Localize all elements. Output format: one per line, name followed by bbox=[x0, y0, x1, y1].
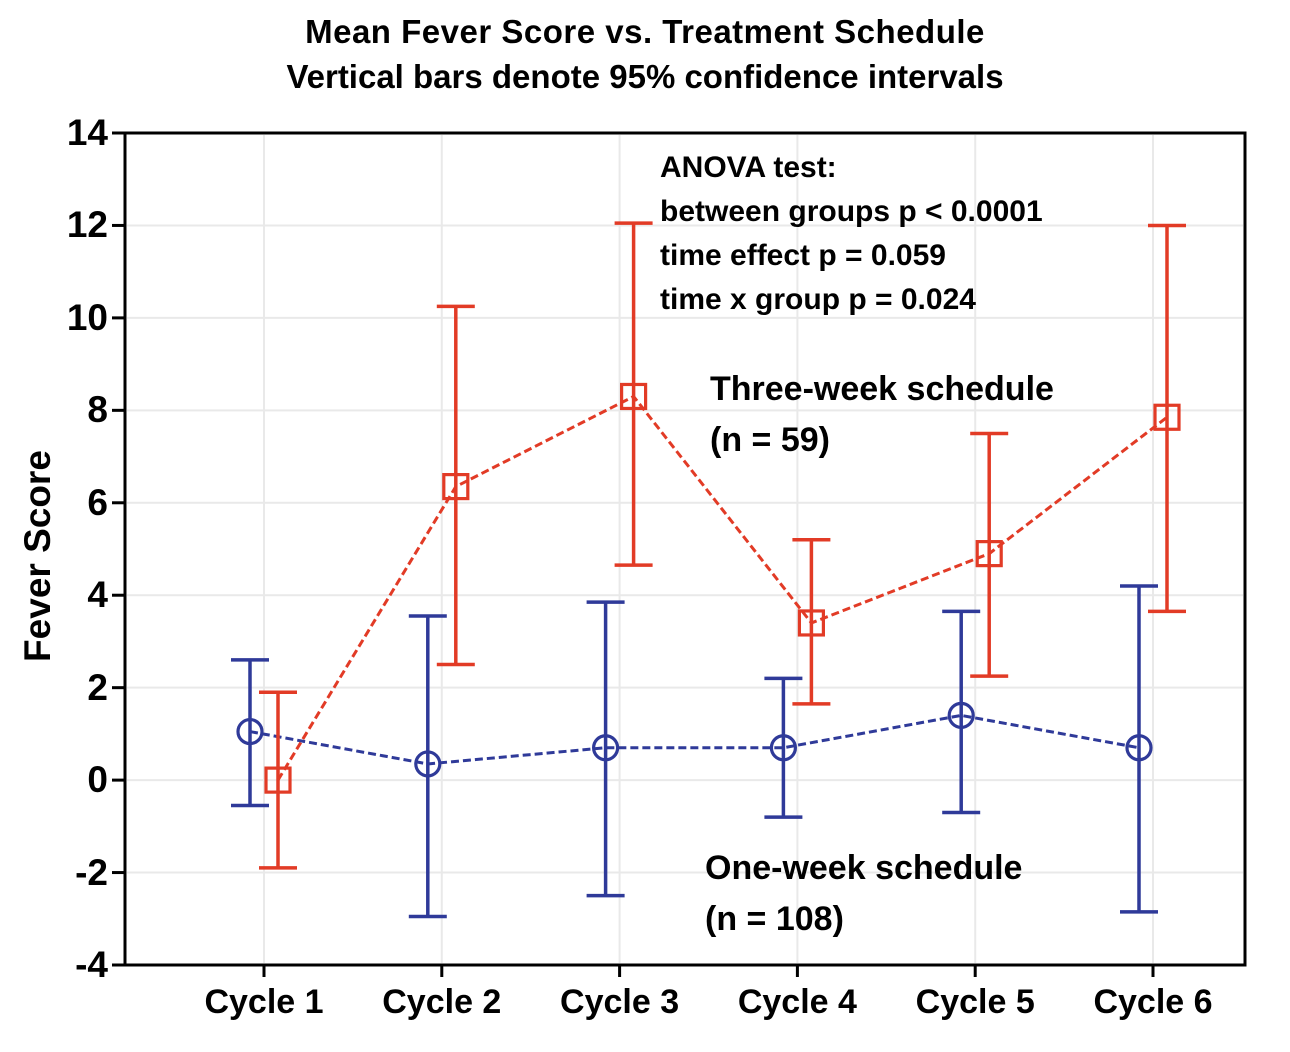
square-marker bbox=[1153, 403, 1181, 431]
anova-annotation: ANOVA test: between groups p < 0.0001 ti… bbox=[660, 146, 1043, 322]
anova-line-4: time x group p = 0.024 bbox=[660, 283, 976, 316]
y-tick-label: 0 bbox=[87, 759, 108, 801]
series-label-three-week: Three-week schedule (n = 59) bbox=[710, 364, 1054, 466]
y-tick-label: 2 bbox=[87, 666, 108, 708]
x-tick-label: Cycle 6 bbox=[1093, 983, 1213, 1021]
series-line bbox=[249, 713, 1140, 766]
square-marker bbox=[442, 473, 470, 501]
circle-marker bbox=[947, 701, 975, 730]
circle-marker bbox=[414, 750, 442, 778]
circle-marker bbox=[1125, 734, 1153, 762]
square-marker bbox=[619, 382, 648, 411]
x-tick-label: Cycle 2 bbox=[382, 983, 502, 1021]
y-tick-label: 10 bbox=[66, 296, 108, 338]
series-label-one-week-name: One-week schedule bbox=[705, 849, 1023, 887]
y-tick-label: 4 bbox=[87, 574, 108, 616]
x-tick-label: Cycle 3 bbox=[560, 983, 680, 1021]
anova-line-3: time effect p = 0.059 bbox=[660, 239, 946, 272]
chart-subtitle: Vertical bars denote 95% confidence inte… bbox=[286, 58, 1004, 95]
y-tick-label: 14 bbox=[66, 112, 108, 153]
anova-line-1: ANOVA test: bbox=[660, 151, 837, 184]
y-tick-label: 8 bbox=[87, 389, 108, 431]
y-tick-label: 12 bbox=[66, 204, 108, 246]
anova-line-2: between groups p < 0.0001 bbox=[660, 195, 1043, 228]
y-tick-label: -4 bbox=[75, 944, 108, 985]
circle-marker bbox=[591, 734, 620, 762]
series-label-one-week: One-week schedule (n = 108) bbox=[705, 843, 1022, 945]
square-marker bbox=[975, 540, 1003, 568]
x-tick-label: Cycle 5 bbox=[915, 983, 1035, 1021]
series-line bbox=[276, 394, 1168, 781]
circle-marker bbox=[236, 717, 264, 746]
square-marker bbox=[264, 766, 292, 794]
y-tick-label: 6 bbox=[87, 481, 108, 523]
series-label-three-week-n: (n = 59) bbox=[710, 421, 830, 459]
square-marker bbox=[797, 609, 826, 637]
y-tick-label: -2 bbox=[75, 851, 108, 893]
x-tick-label: Cycle 1 bbox=[204, 983, 324, 1021]
chart-title: Mean Fever Score vs. Treatment Schedule bbox=[305, 13, 985, 50]
x-tick-label: Cycle 4 bbox=[737, 983, 857, 1021]
circle-marker bbox=[769, 734, 798, 762]
series-label-one-week-n: (n = 108) bbox=[705, 900, 844, 938]
plot-frame bbox=[123, 131, 1247, 967]
series-label-three-week-name: Three-week schedule bbox=[710, 370, 1054, 408]
